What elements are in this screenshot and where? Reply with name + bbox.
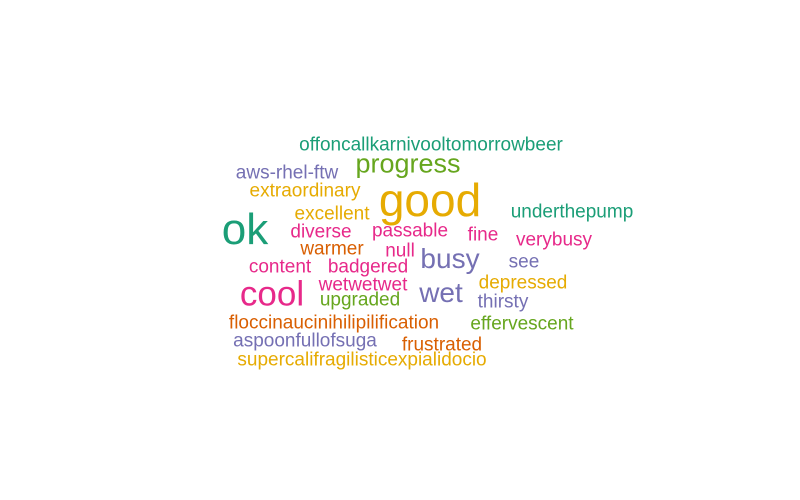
word-badgered: badgered: [327, 256, 409, 278]
word-underthepump: underthepump: [510, 201, 634, 223]
word-fine: fine: [467, 224, 499, 246]
word-depressed: depressed: [478, 272, 568, 294]
word-good: good: [378, 174, 482, 226]
word-progress: progress: [355, 148, 461, 179]
word-extraordinary: extraordinary: [249, 180, 361, 202]
word-excellent: excellent: [294, 203, 370, 225]
word-floccinaucinihilipilification: floccinaucinihilipilification: [228, 312, 440, 334]
word-aspoonfullofsuga: aspoonfullofsuga: [233, 330, 377, 352]
word-ok: ok: [221, 205, 269, 254]
word-wetwetwet: wetwetwet: [318, 274, 408, 296]
word-effervescent: effervescent: [470, 313, 574, 335]
word-warmer: warmer: [300, 238, 364, 260]
word-aws-rhel-ftw: aws-rhel-ftw: [235, 162, 339, 184]
word-cool: cool: [239, 274, 305, 314]
word-see: see: [508, 251, 540, 273]
word-thirsty: thirsty: [477, 291, 529, 313]
word-frustrated: frustrated: [401, 334, 483, 356]
word-passable: passable: [371, 220, 449, 242]
word-content: content: [248, 256, 312, 278]
word-offoncallkarnivooltomorrowbeer: offoncallkarnivooltomorrowbeer: [299, 134, 563, 156]
word-diverse: diverse: [290, 221, 352, 243]
word-null: null: [385, 240, 415, 262]
word-supercalifragilisticexpialidocio: supercalifragilisticexpialidocio: [237, 349, 487, 371]
word-wet: wet: [419, 277, 463, 308]
word-verybusy: verybusy: [515, 229, 593, 251]
word-upgraded: upgraded: [319, 289, 401, 311]
word-busy: busy: [420, 243, 480, 274]
